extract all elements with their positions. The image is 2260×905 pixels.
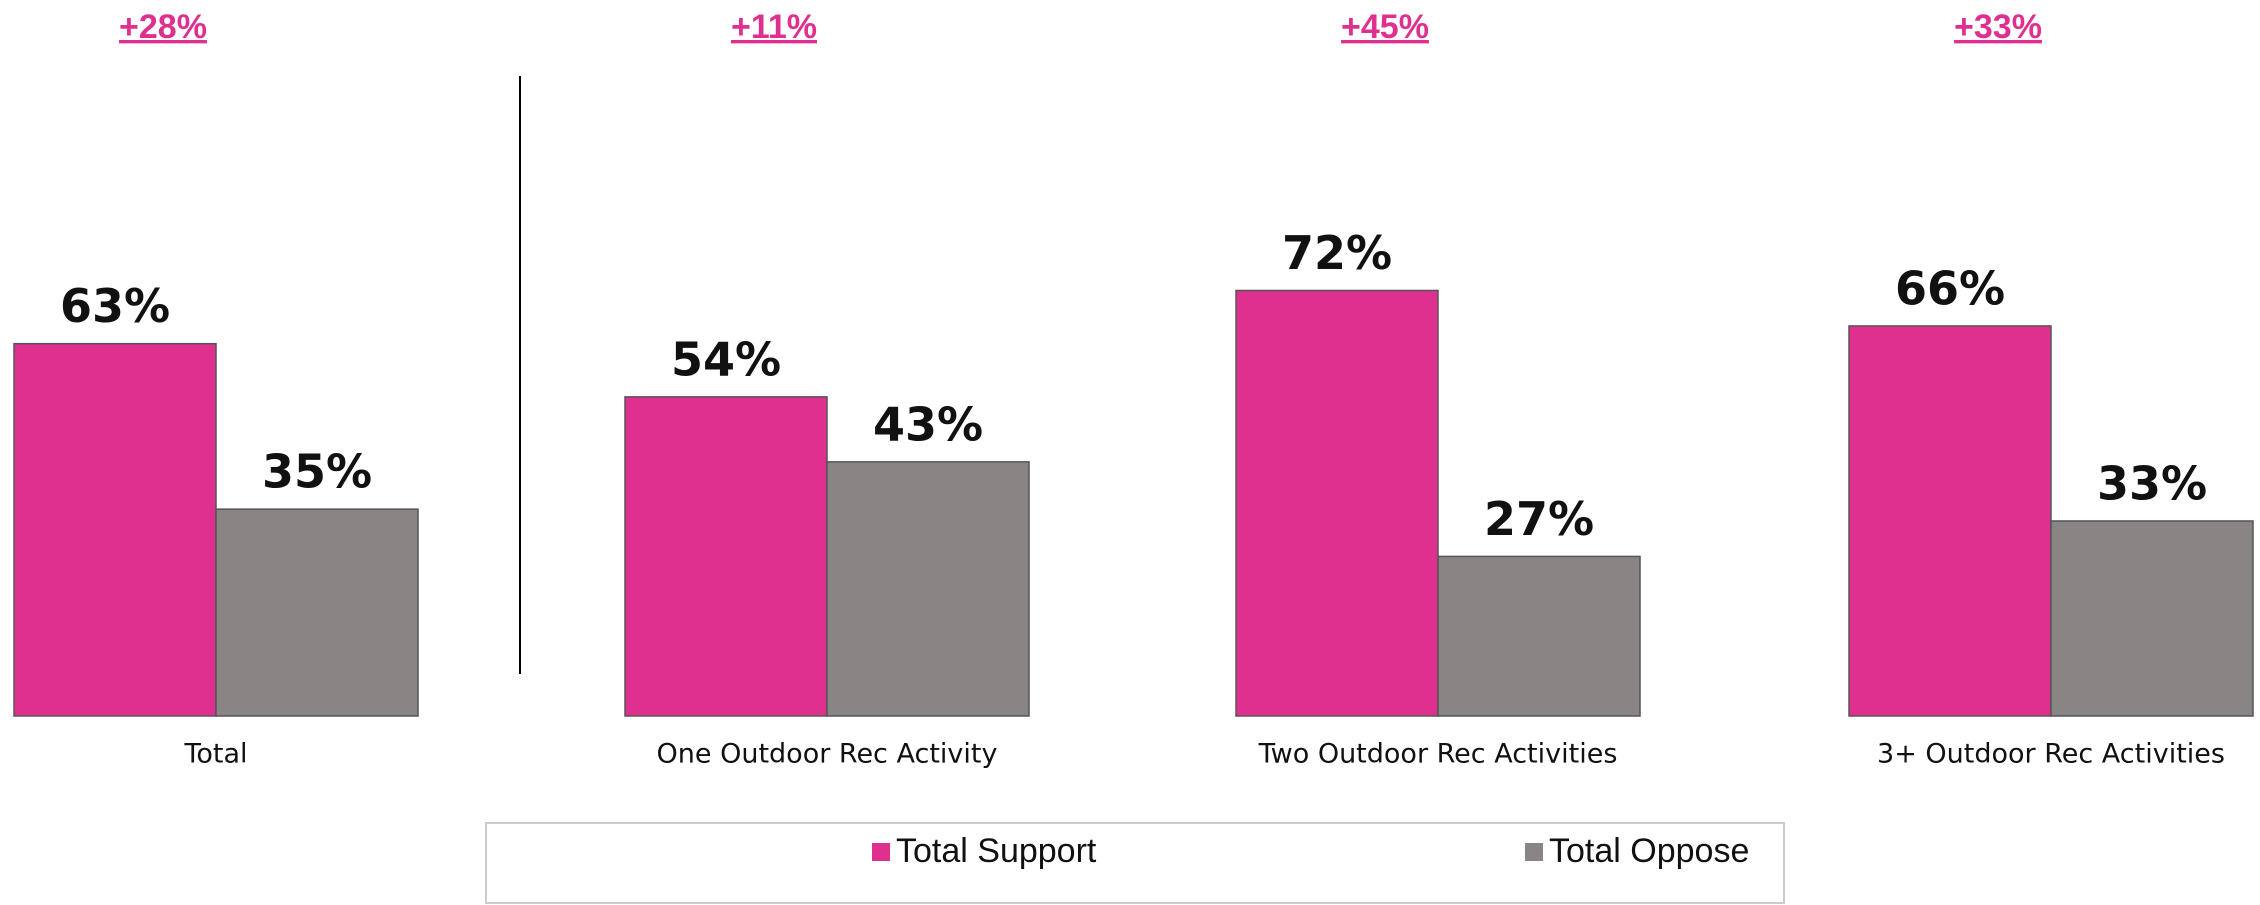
bar: [1235, 289, 1439, 717]
legend-swatch: [1525, 843, 1543, 861]
data-label: 43%: [873, 397, 983, 451]
bar: [1848, 325, 2052, 717]
annotation: +45%: [1341, 8, 1429, 46]
bar: [624, 396, 828, 717]
x-tick-label: One Outdoor Rec Activity: [657, 739, 998, 770]
data-label: 63%: [60, 279, 170, 333]
legend-swatch: [872, 843, 890, 861]
x-tick-label: Two Outdoor Rec Activities: [1258, 739, 1618, 770]
data-label: 33%: [2097, 456, 2207, 510]
data-label: 35%: [262, 445, 372, 499]
legend-label: Total Support: [896, 832, 1097, 870]
bar: [1437, 555, 1641, 717]
data-label: 54%: [671, 332, 781, 386]
bar: [826, 461, 1030, 717]
annotation: +11%: [731, 8, 817, 46]
legend-box: [485, 822, 1785, 904]
bar: [13, 342, 217, 717]
x-tick-label: Total: [183, 739, 247, 770]
data-label: 66%: [1895, 261, 2005, 315]
annotation: +33%: [1954, 8, 2042, 46]
bar: [215, 508, 419, 717]
x-tick-label: 3+ Outdoor Rec Activities: [1877, 739, 2225, 770]
data-label: 72%: [1282, 226, 1392, 280]
data-label: 27%: [1484, 492, 1594, 546]
legend-label: Total Oppose: [1549, 832, 1749, 870]
annotation: +28%: [119, 8, 207, 46]
bar: [2050, 520, 2254, 717]
